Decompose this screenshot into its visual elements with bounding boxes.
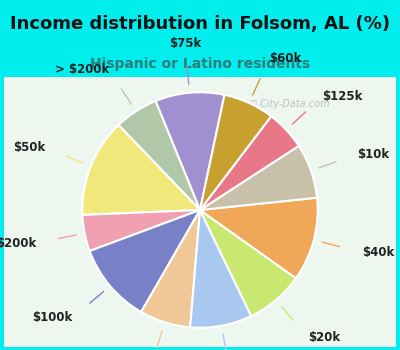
- Wedge shape: [200, 210, 296, 316]
- Wedge shape: [82, 125, 200, 215]
- Text: > $200k: > $200k: [55, 63, 109, 76]
- Wedge shape: [200, 116, 299, 210]
- Wedge shape: [200, 95, 271, 210]
- Wedge shape: [118, 101, 200, 210]
- Text: $10k: $10k: [358, 148, 390, 161]
- Wedge shape: [141, 210, 200, 327]
- Text: Hispanic or Latino residents: Hispanic or Latino residents: [90, 57, 310, 71]
- Text: $125k: $125k: [322, 90, 363, 103]
- Text: $50k: $50k: [13, 141, 45, 154]
- Wedge shape: [190, 210, 251, 328]
- Text: $200k: $200k: [0, 237, 36, 250]
- Text: $100k: $100k: [32, 312, 72, 324]
- FancyBboxPatch shape: [0, 74, 400, 349]
- Text: $75k: $75k: [169, 37, 201, 50]
- Wedge shape: [156, 92, 224, 210]
- Text: Ⓢ City-Data.com: Ⓢ City-Data.com: [251, 99, 330, 109]
- Text: $60k: $60k: [270, 51, 302, 64]
- Wedge shape: [200, 198, 318, 278]
- Text: $40k: $40k: [362, 246, 394, 259]
- Wedge shape: [90, 210, 200, 312]
- Text: Income distribution in Folsom, AL (%): Income distribution in Folsom, AL (%): [10, 15, 390, 33]
- Wedge shape: [82, 210, 200, 251]
- Wedge shape: [200, 146, 317, 210]
- Text: $20k: $20k: [308, 331, 340, 344]
